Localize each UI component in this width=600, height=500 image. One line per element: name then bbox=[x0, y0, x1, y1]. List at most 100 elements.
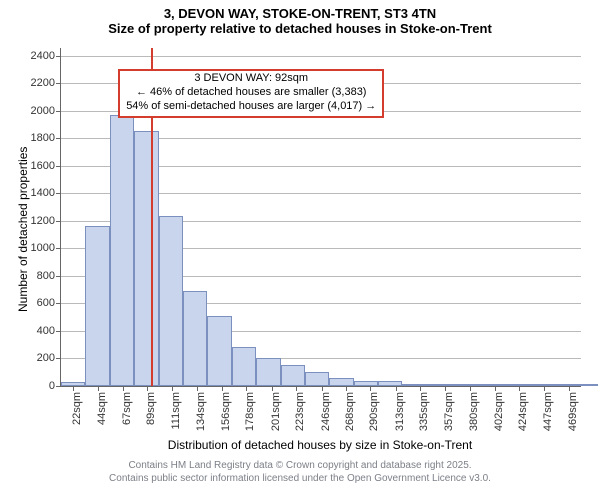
xtick-label: 424sqm bbox=[517, 392, 529, 431]
histogram-chart: 3, DEVON WAY, STOKE-ON-TRENT, ST3 4TN Si… bbox=[0, 0, 600, 500]
ytick-mark bbox=[56, 166, 61, 167]
xtick-mark bbox=[519, 386, 520, 391]
xtick-label: 178sqm bbox=[244, 392, 256, 431]
histogram-bar bbox=[402, 384, 426, 386]
xtick-label: 290sqm bbox=[368, 392, 380, 431]
xtick-label: 246sqm bbox=[320, 392, 332, 431]
xtick-mark bbox=[569, 386, 570, 391]
xtick-label: 111sqm bbox=[170, 392, 182, 430]
chart-title-line1: 3, DEVON WAY, STOKE-ON-TRENT, ST3 4TN bbox=[0, 0, 600, 21]
xtick-mark bbox=[495, 386, 496, 391]
xtick-mark bbox=[222, 386, 223, 391]
ytick-mark bbox=[56, 248, 61, 249]
histogram-bar bbox=[476, 384, 500, 386]
ytick-label: 2200 bbox=[31, 77, 55, 89]
histogram-bar bbox=[85, 226, 109, 386]
histogram-bar bbox=[378, 381, 402, 387]
xtick-mark bbox=[370, 386, 371, 391]
histogram-bar bbox=[329, 378, 353, 386]
xtick-label: 67sqm bbox=[121, 392, 133, 425]
x-axis-label: Distribution of detached houses by size … bbox=[60, 438, 580, 452]
xtick-label: 335sqm bbox=[418, 392, 430, 431]
footer-line2: Contains public sector information licen… bbox=[0, 473, 600, 486]
xtick-label: 201sqm bbox=[270, 392, 282, 431]
xtick-label: 380sqm bbox=[468, 392, 480, 431]
ytick-mark bbox=[56, 193, 61, 194]
ytick-label: 1000 bbox=[31, 242, 55, 254]
xtick-mark bbox=[445, 386, 446, 391]
ytick-mark bbox=[56, 303, 61, 304]
histogram-bar bbox=[134, 131, 158, 386]
ytick-label: 600 bbox=[37, 297, 55, 309]
histogram-bar bbox=[281, 365, 305, 386]
histogram-bar bbox=[354, 381, 378, 387]
histogram-bar bbox=[232, 347, 256, 386]
ytick-label: 1200 bbox=[31, 215, 55, 227]
xtick-mark bbox=[346, 386, 347, 391]
ytick-mark bbox=[56, 221, 61, 222]
xtick-mark bbox=[272, 386, 273, 391]
ytick-label: 400 bbox=[37, 325, 55, 337]
xtick-label: 134sqm bbox=[195, 392, 207, 431]
ytick-mark bbox=[56, 331, 61, 332]
xtick-label: 44sqm bbox=[96, 392, 108, 425]
xtick-label: 402sqm bbox=[493, 392, 505, 431]
xtick-mark bbox=[147, 386, 148, 391]
histogram-bar bbox=[207, 316, 231, 386]
ytick-label: 2000 bbox=[31, 105, 55, 117]
callout-line: 3 DEVON WAY: 92sqm bbox=[126, 72, 376, 86]
xtick-label: 22sqm bbox=[71, 392, 83, 425]
ytick-mark bbox=[56, 276, 61, 277]
plot-area: 0200400600800100012001400160018002000220… bbox=[60, 48, 581, 387]
histogram-bar bbox=[159, 216, 183, 386]
gridline bbox=[61, 56, 581, 57]
ytick-label: 1800 bbox=[31, 132, 55, 144]
histogram-bar bbox=[573, 384, 597, 386]
y-axis-label: Number of detached properties bbox=[16, 147, 30, 312]
histogram-bar bbox=[110, 115, 134, 386]
ytick-mark bbox=[56, 56, 61, 57]
ytick-label: 1400 bbox=[31, 187, 55, 199]
ytick-mark bbox=[56, 386, 61, 387]
ytick-mark bbox=[56, 358, 61, 359]
xtick-mark bbox=[123, 386, 124, 391]
chart-title-line2: Size of property relative to detached ho… bbox=[0, 21, 600, 36]
xtick-label: 469sqm bbox=[567, 392, 579, 431]
xtick-mark bbox=[246, 386, 247, 391]
histogram-bar bbox=[183, 291, 207, 386]
xtick-mark bbox=[322, 386, 323, 391]
histogram-bar bbox=[500, 384, 524, 386]
ytick-label: 1600 bbox=[31, 160, 55, 172]
xtick-label: 313sqm bbox=[394, 392, 406, 431]
histogram-bar bbox=[256, 358, 280, 386]
xtick-mark bbox=[396, 386, 397, 391]
xtick-label: 89sqm bbox=[145, 392, 157, 425]
ytick-label: 800 bbox=[37, 270, 55, 282]
histogram-bar bbox=[451, 384, 475, 386]
property-callout: 3 DEVON WAY: 92sqm← 46% of detached hous… bbox=[118, 69, 384, 117]
xtick-mark bbox=[296, 386, 297, 391]
xtick-mark bbox=[420, 386, 421, 391]
xtick-mark bbox=[470, 386, 471, 391]
histogram-bar bbox=[427, 384, 451, 386]
chart-footer: Contains HM Land Registry data © Crown c… bbox=[0, 460, 600, 485]
xtick-label: 156sqm bbox=[220, 392, 232, 431]
xtick-label: 357sqm bbox=[443, 392, 455, 431]
xtick-mark bbox=[197, 386, 198, 391]
callout-line: ← 46% of detached houses are smaller (3,… bbox=[126, 86, 376, 100]
ytick-label: 0 bbox=[49, 380, 55, 392]
xtick-mark bbox=[172, 386, 173, 391]
ytick-label: 200 bbox=[37, 352, 55, 364]
xtick-mark bbox=[98, 386, 99, 391]
xtick-mark bbox=[73, 386, 74, 391]
xtick-label: 268sqm bbox=[344, 392, 356, 431]
ytick-mark bbox=[56, 138, 61, 139]
histogram-bar bbox=[305, 372, 329, 386]
callout-line: 54% of semi-detached houses are larger (… bbox=[126, 100, 376, 114]
xtick-label: 223sqm bbox=[294, 392, 306, 431]
footer-line1: Contains HM Land Registry data © Crown c… bbox=[0, 460, 600, 473]
ytick-mark bbox=[56, 111, 61, 112]
ytick-mark bbox=[56, 83, 61, 84]
xtick-label: 447sqm bbox=[542, 392, 554, 431]
xtick-mark bbox=[544, 386, 545, 391]
